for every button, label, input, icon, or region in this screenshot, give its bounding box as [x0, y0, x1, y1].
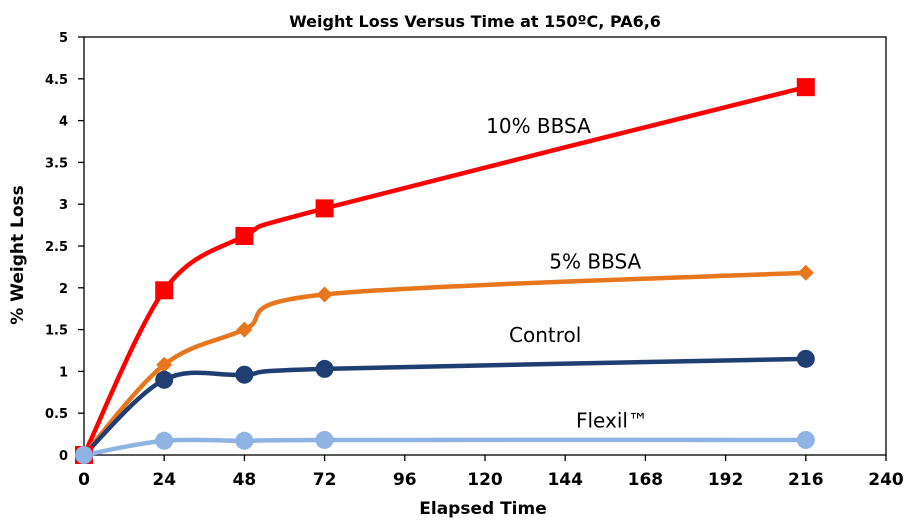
y-tick-label: 5 — [59, 31, 68, 46]
data-point-5-bbsa — [316, 286, 333, 303]
data-point-10-bbsa — [315, 199, 334, 218]
series-line-control — [81, 356, 809, 458]
data-point-5-bbsa — [156, 356, 173, 373]
chart-title: Weight Loss Versus Time at 150ºC, PA6,6 — [289, 12, 661, 31]
annotation-flexil: Flexil™ — [576, 408, 648, 432]
x-tick-label: 0 — [78, 470, 90, 490]
data-point-flexil — [796, 430, 815, 449]
series-line-5-bbsa — [81, 270, 809, 458]
data-point-flexil — [235, 431, 254, 450]
x-tick-label: 72 — [313, 470, 337, 490]
series-annotations: 10% BBSA 5% BBSA Control Flexil™ — [486, 114, 648, 432]
y-tick-label: 4.5 — [45, 73, 68, 88]
y-tick-label: 1.5 — [45, 324, 68, 339]
x-tick-label: 120 — [467, 470, 503, 490]
data-point-flexil — [315, 430, 334, 449]
x-axis-ticks: 0 24 48 72 96 120 144 168 192 216 240 — [78, 455, 904, 490]
y-tick-label: 3.5 — [45, 156, 68, 171]
x-tick-label: 96 — [393, 470, 417, 490]
data-point-control — [796, 349, 815, 368]
x-tick-label: 48 — [233, 470, 257, 490]
data-point-10-bbsa — [796, 78, 815, 97]
y-tick-label: 1 — [59, 365, 68, 380]
data-point-control — [235, 365, 254, 384]
series-markers — [75, 78, 815, 464]
annotation-10-bbsa: 10% BBSA — [486, 114, 591, 138]
x-tick-label: 144 — [547, 470, 583, 490]
data-point-flexil — [75, 446, 93, 464]
data-point-10-bbsa — [155, 281, 174, 300]
data-point-flexil — [155, 431, 174, 450]
series-line-10-bbsa — [81, 84, 809, 458]
data-point-5-bbsa — [797, 264, 814, 281]
x-tick-label: 192 — [708, 470, 744, 490]
y-tick-label: 0.5 — [45, 407, 68, 422]
data-point-5-bbsa — [236, 321, 253, 338]
x-tick-label: 168 — [628, 470, 664, 490]
y-tick-label: 2.5 — [45, 240, 68, 255]
y-axis-ticks: 0 0.5 1 1.5 2 2.5 3 3.5 4 4.5 5 — [45, 31, 84, 464]
x-axis-title: Elapsed Time — [419, 499, 546, 519]
y-tick-label: 4 — [59, 115, 68, 130]
data-point-control — [315, 359, 334, 378]
annotation-5-bbsa: 5% BBSA — [549, 250, 641, 274]
data-point-10-bbsa — [235, 226, 254, 245]
y-tick-label: 3 — [59, 198, 68, 213]
y-tick-label: 2 — [59, 282, 68, 297]
x-tick-label: 24 — [152, 470, 176, 490]
y-axis-title: % Weight Loss — [8, 185, 28, 325]
x-tick-label: 216 — [788, 470, 824, 490]
annotation-control: Control — [509, 323, 581, 347]
y-tick-label: 0 — [59, 449, 68, 464]
data-point-control — [155, 370, 174, 389]
x-tick-label: 240 — [868, 470, 904, 490]
